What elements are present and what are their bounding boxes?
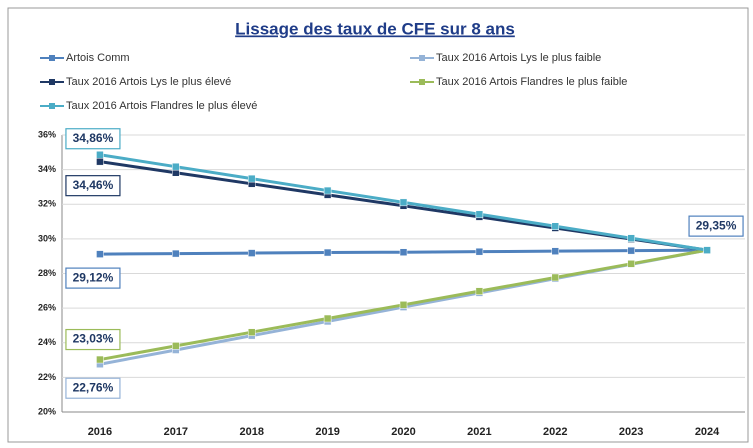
y-tick-label: 26% bbox=[38, 303, 56, 313]
x-tick-label: 2020 bbox=[391, 426, 415, 438]
point-marker bbox=[627, 246, 635, 255]
data-label-box bbox=[65, 128, 121, 150]
point-marker bbox=[96, 355, 104, 364]
y-tick-label: 28% bbox=[38, 268, 56, 278]
legend-label: Taux 2016 Artois Lys le plus faible bbox=[436, 52, 601, 64]
x-tick-label: 2017 bbox=[164, 426, 188, 438]
data-label-box bbox=[65, 328, 121, 351]
data-label: 29,12% bbox=[73, 270, 114, 284]
x-tick-label: 2019 bbox=[315, 426, 339, 438]
point-marker bbox=[399, 301, 408, 309]
x-tick-label: 2023 bbox=[619, 426, 643, 438]
point-marker bbox=[247, 328, 256, 336]
point-marker bbox=[475, 287, 484, 295]
y-tick-label: 22% bbox=[38, 372, 56, 382]
point-marker bbox=[172, 162, 180, 171]
point-marker bbox=[627, 234, 635, 242]
legend-marker bbox=[419, 55, 425, 61]
point-marker bbox=[703, 246, 711, 254]
point-marker bbox=[96, 250, 104, 258]
chart-frame bbox=[7, 7, 749, 443]
point-marker bbox=[172, 342, 180, 350]
data-label: 22,76% bbox=[73, 380, 114, 394]
point-marker bbox=[551, 247, 560, 255]
chart-title: Lissage des taux de CFE sur 8 ans bbox=[235, 19, 515, 38]
y-tick-label: 24% bbox=[38, 337, 56, 347]
data-label: 34,46% bbox=[73, 178, 114, 192]
point-marker bbox=[551, 273, 560, 282]
data-label: 34,86% bbox=[73, 131, 114, 145]
point-marker bbox=[96, 157, 104, 166]
point-marker bbox=[475, 210, 484, 219]
legend-label: Taux 2016 Artois Flandres le plus élevé bbox=[66, 100, 257, 112]
point-marker bbox=[551, 222, 560, 230]
legend-marker bbox=[419, 79, 425, 85]
point-marker bbox=[96, 150, 104, 159]
legend-marker bbox=[49, 103, 55, 109]
x-tick-label: 2022 bbox=[543, 426, 567, 438]
point-marker bbox=[323, 248, 332, 257]
y-tick-label: 30% bbox=[38, 233, 56, 243]
data-label-box bbox=[65, 267, 121, 289]
legend-label: Taux 2016 Artois Lys le plus élevé bbox=[66, 76, 231, 88]
data-label-box bbox=[65, 377, 121, 399]
point-marker bbox=[247, 174, 256, 183]
legend-marker bbox=[49, 79, 55, 85]
point-marker bbox=[247, 249, 256, 257]
point-marker bbox=[627, 260, 635, 268]
x-tick-label: 2021 bbox=[467, 426, 491, 438]
y-tick-label: 36% bbox=[38, 129, 56, 139]
y-tick-label: 34% bbox=[38, 164, 56, 174]
x-tick-label: 2018 bbox=[239, 426, 263, 438]
point-marker bbox=[475, 247, 484, 256]
legend-marker bbox=[49, 55, 55, 61]
data-label: 29,35% bbox=[696, 218, 737, 232]
y-tick-label: 20% bbox=[38, 406, 56, 416]
y-tick-label: 32% bbox=[38, 199, 56, 209]
point-marker bbox=[399, 248, 408, 256]
x-tick-label: 2016 bbox=[88, 426, 112, 438]
x-tick-label: 2024 bbox=[695, 426, 720, 438]
data-label-box bbox=[688, 215, 744, 237]
legend-label: Taux 2016 Artois Flandres le plus faible bbox=[436, 76, 627, 88]
legend-label: Artois Comm bbox=[66, 52, 130, 64]
point-marker bbox=[399, 198, 408, 207]
point-marker bbox=[323, 186, 332, 195]
point-marker bbox=[323, 314, 332, 323]
data-label: 23,03% bbox=[73, 332, 114, 346]
point-marker bbox=[172, 249, 180, 258]
data-label-box bbox=[65, 175, 121, 197]
